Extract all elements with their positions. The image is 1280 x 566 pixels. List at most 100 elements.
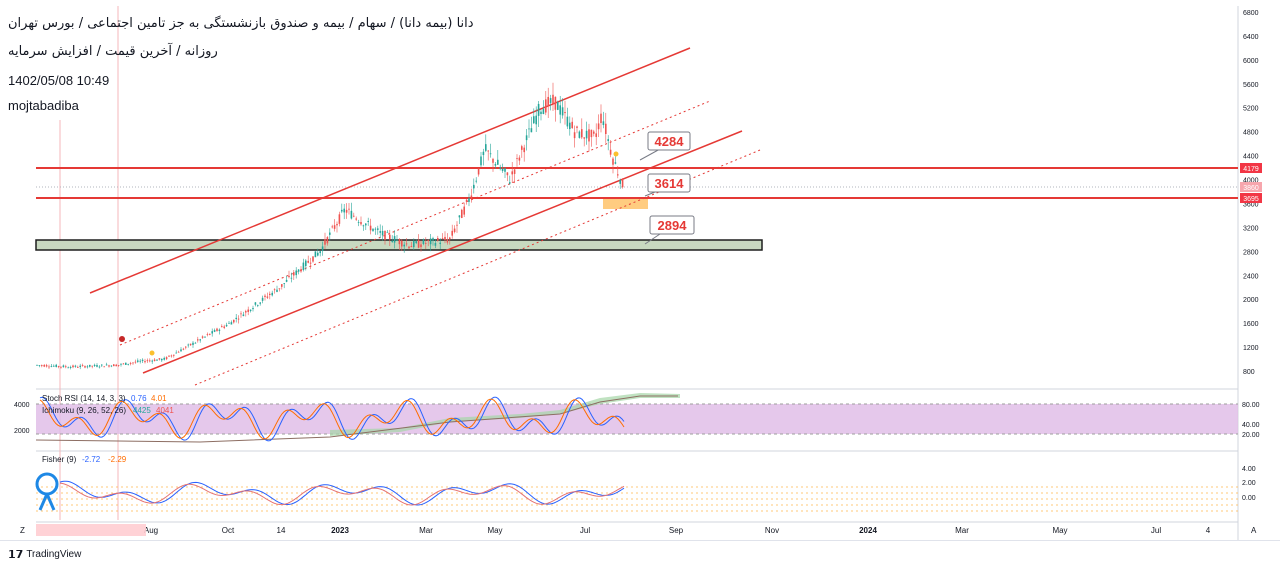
candle-body xyxy=(525,135,528,141)
tradingview-logo[interactable]: 𝟭𝟳 TradingView xyxy=(8,548,81,561)
candle-body xyxy=(177,351,180,353)
badge-3695: 3695 xyxy=(1240,193,1262,203)
candle-body xyxy=(530,128,533,133)
candle-body xyxy=(489,153,492,155)
candle-body xyxy=(161,358,163,361)
candle-body xyxy=(281,284,283,287)
price-tick-6: 4400 xyxy=(1243,154,1259,161)
candle-body xyxy=(60,366,62,368)
fisher-value-1: -2.72 xyxy=(82,455,101,464)
candle-body xyxy=(312,256,314,262)
time-label-9: 2024 xyxy=(859,526,877,535)
target-zone[interactable] xyxy=(603,197,648,209)
candle-body xyxy=(132,362,134,364)
candle-body xyxy=(146,360,149,362)
stoch-k-value: 0.76 xyxy=(131,394,147,403)
candle-body xyxy=(216,328,218,332)
channel-lower[interactable] xyxy=(142,130,743,374)
price-tick-2: 6000 xyxy=(1243,58,1259,65)
candle-body xyxy=(480,156,482,166)
price-tick-7: 4000 xyxy=(1243,178,1259,185)
time-axis-left-button[interactable]: Z xyxy=(20,526,25,535)
candle-body xyxy=(55,364,57,367)
candle-body xyxy=(602,121,605,126)
price-tick-9: 3200 xyxy=(1243,225,1259,232)
candle-body xyxy=(48,366,50,368)
candle-body xyxy=(297,269,300,272)
candle-body xyxy=(50,365,53,367)
candle-body xyxy=(468,198,470,202)
candle-body xyxy=(384,230,386,240)
candle-body xyxy=(521,146,523,150)
candle-body xyxy=(139,360,141,362)
candle-body xyxy=(43,365,45,367)
candle-body xyxy=(182,348,185,350)
candle-body xyxy=(374,228,377,230)
candle-body xyxy=(237,318,240,320)
candle-body xyxy=(290,277,293,279)
price-tick-11: 2400 xyxy=(1243,273,1259,280)
candle-body xyxy=(427,240,429,241)
candle-body xyxy=(127,363,129,365)
candle-body xyxy=(398,239,401,245)
candle-body xyxy=(564,112,566,114)
candle-body xyxy=(441,238,444,239)
candle-body xyxy=(365,223,367,226)
candle-body xyxy=(425,242,427,244)
candle-body xyxy=(324,239,326,245)
candle-body xyxy=(377,228,379,230)
price-tick-5: 4800 xyxy=(1243,130,1259,137)
candle-body xyxy=(429,238,432,245)
callout-4284[interactable]: 4284 xyxy=(639,131,691,161)
candle-body xyxy=(115,364,117,367)
candle-body xyxy=(456,224,458,226)
callout-2894[interactable]: 2894 xyxy=(644,215,695,245)
time-label-10: Mar xyxy=(955,526,969,535)
candle-body xyxy=(396,239,398,241)
candle-body xyxy=(149,360,151,362)
fisher-tick-2: 0.00 xyxy=(1242,495,1256,502)
candle-body xyxy=(621,179,624,188)
stoch-right-tick-2: 20.00 xyxy=(1242,432,1260,439)
candle-body xyxy=(463,206,465,215)
fisher-levels xyxy=(36,486,1238,512)
stoch-d-line xyxy=(39,398,625,440)
candle-body xyxy=(561,107,564,116)
candle-body xyxy=(355,218,357,220)
candle-body xyxy=(62,365,65,368)
signal-dot-yellow xyxy=(149,350,155,356)
candle-body xyxy=(144,361,146,363)
link-icon[interactable] xyxy=(35,472,59,511)
channel-upper[interactable] xyxy=(89,47,691,294)
candle-body xyxy=(329,232,331,235)
candle-body xyxy=(516,158,518,159)
candle-body xyxy=(499,167,501,169)
candle-body xyxy=(261,297,264,301)
candle-body xyxy=(449,237,451,240)
candle-body xyxy=(41,365,43,366)
candle-body xyxy=(180,349,182,352)
candle-body xyxy=(245,311,247,313)
signal-dot-red xyxy=(119,336,125,342)
channel-mid-dotted[interactable] xyxy=(119,100,711,346)
candle-body xyxy=(593,131,595,134)
candle-body xyxy=(391,240,393,242)
time-axis-auto-button[interactable]: A xyxy=(1251,526,1257,535)
candle-body xyxy=(590,129,593,138)
candle-body xyxy=(117,364,120,366)
channel-low-dotted[interactable] xyxy=(194,149,761,386)
candle-body xyxy=(386,231,389,233)
stoch-legend: Stoch RSI (14, 14, 3, 3) xyxy=(42,394,126,403)
candle-body xyxy=(185,346,187,348)
candle-body xyxy=(360,221,362,225)
candle-body xyxy=(163,357,165,360)
candle-body xyxy=(605,123,607,135)
candle-body xyxy=(492,158,494,163)
candle-body xyxy=(96,365,98,367)
candle-body xyxy=(168,355,170,357)
callout-3614[interactable]: 3614 xyxy=(644,173,691,197)
chart-datetime: 1402/05/08 10:49 xyxy=(8,73,110,88)
candle-body xyxy=(475,180,477,182)
tradingview-icon: 𝟭𝟳 xyxy=(8,549,24,561)
